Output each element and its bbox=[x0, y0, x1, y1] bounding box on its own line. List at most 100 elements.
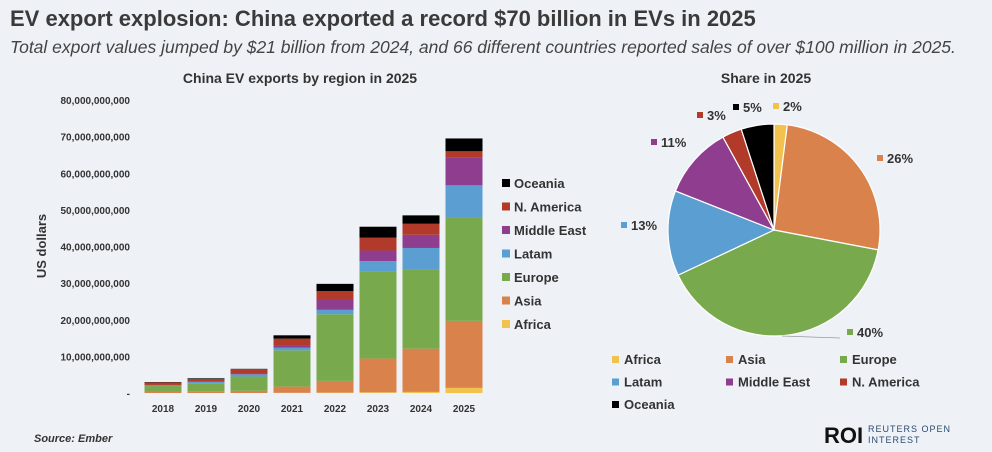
bar-segment-middle-east bbox=[273, 345, 311, 348]
pie-slice-asia bbox=[773, 124, 881, 251]
pie-legend-item-oceania: Oceania bbox=[612, 397, 675, 412]
bar-segment-europe bbox=[445, 217, 483, 321]
legend-item-oceania: Oceania bbox=[502, 176, 565, 191]
bar-segment-oceania bbox=[187, 378, 225, 380]
bar-segment-europe bbox=[230, 376, 268, 391]
roi-logo: ROI REUTERS OPEN INTEREST bbox=[824, 423, 951, 448]
logo-subtitle-1: REUTERS OPEN bbox=[868, 424, 951, 434]
bar-segment-oceania bbox=[273, 335, 311, 339]
legend-label: Africa bbox=[514, 317, 552, 332]
label-swatch bbox=[877, 155, 883, 161]
legend-label: Middle East bbox=[738, 375, 811, 390]
bar-segment-n-america bbox=[230, 369, 268, 374]
bar-segment-latam bbox=[316, 309, 354, 315]
pie-label-oceania: 5% bbox=[733, 100, 762, 115]
bar-segment-middle-east bbox=[445, 157, 483, 186]
x-tick-label: 2018 bbox=[152, 404, 175, 415]
bar-segment-n-america bbox=[273, 338, 311, 346]
bar-segment-asia bbox=[230, 390, 268, 393]
legend-label: Europe bbox=[852, 352, 897, 367]
bar-segment-middle-east bbox=[402, 234, 440, 248]
bar-segment-asia bbox=[144, 391, 182, 393]
y-tick-label: 40,000,000,000 bbox=[60, 243, 130, 254]
bar-segment-latam bbox=[187, 382, 225, 384]
pie-legend-item-asia: Asia bbox=[726, 352, 766, 367]
y-tick-label: 80,000,000,000 bbox=[60, 96, 130, 107]
bar-segment-africa bbox=[402, 391, 440, 393]
x-tick-label: 2024 bbox=[410, 404, 433, 415]
bar-segment-middle-east bbox=[187, 381, 225, 383]
pie-label-europe: 40% bbox=[847, 325, 883, 340]
pie-label-middle-east: 11% bbox=[651, 135, 687, 150]
bar-segment-asia bbox=[445, 320, 483, 388]
pie-legend-item-africa: Africa bbox=[612, 352, 662, 367]
label-swatch bbox=[733, 104, 739, 110]
pie-slice-oceania bbox=[740, 123, 775, 231]
bar-segment-oceania bbox=[359, 226, 397, 238]
bar-segment-n-america bbox=[402, 223, 440, 235]
bar-stack-2020 bbox=[230, 368, 268, 393]
y-tick-label: 30,000,000,000 bbox=[60, 279, 130, 290]
pie-slice-europe bbox=[677, 229, 879, 337]
bar-segment-latam bbox=[445, 185, 483, 218]
bar-segment-latam bbox=[402, 247, 440, 270]
bar-chart-title: China EV exports by region in 2025 bbox=[183, 70, 417, 86]
legend-item-africa: Africa bbox=[502, 317, 552, 332]
x-axis-ticks: 2018 2019 2020 2021 2022 2023 2024 2025 bbox=[152, 404, 476, 415]
pie-label-n-america: 3% bbox=[697, 108, 726, 123]
pie-percent-label: 11% bbox=[661, 135, 687, 150]
leader-line bbox=[781, 335, 841, 339]
pie-chart-title: Share in 2025 bbox=[721, 70, 811, 86]
legend-swatch bbox=[502, 273, 510, 281]
pie-slices bbox=[667, 123, 881, 337]
bar-segment-middle-east bbox=[359, 250, 397, 262]
bar-segment-n-america bbox=[187, 379, 225, 382]
legend-item-middle-east: Middle East bbox=[502, 223, 587, 238]
x-tick-label: 2020 bbox=[238, 404, 261, 415]
x-tick-label: 2023 bbox=[367, 404, 390, 415]
legend-swatch bbox=[502, 226, 510, 234]
pie-label-asia: 26% bbox=[877, 151, 913, 166]
legend-label: Europe bbox=[514, 270, 559, 285]
x-tick-label: 2022 bbox=[324, 404, 347, 415]
bar-segment-oceania bbox=[402, 215, 440, 224]
pie-labels: 2% 26% 40% 13% 11% 3% 5% bbox=[621, 99, 913, 340]
pie-percent-label: 3% bbox=[707, 108, 726, 123]
x-tick-label: 2021 bbox=[281, 404, 304, 415]
legend-swatch bbox=[612, 378, 619, 386]
bar-segment-europe bbox=[402, 269, 440, 349]
pie-percent-label: 5% bbox=[743, 100, 762, 115]
pie-legend-item-n-america: N. America bbox=[840, 375, 920, 390]
bar-segment-n-america bbox=[445, 151, 483, 158]
bar-segment-europe bbox=[144, 386, 182, 392]
bar-stack-2019 bbox=[187, 378, 225, 393]
pie-percent-label: 40% bbox=[857, 325, 883, 340]
legend-item-latam: Latam bbox=[502, 247, 552, 262]
legend-swatch bbox=[840, 356, 847, 363]
bar-stack-2022 bbox=[316, 283, 354, 393]
x-tick-label: 2019 bbox=[195, 404, 218, 415]
x-tick-label: 2025 bbox=[453, 404, 476, 415]
bar-segment-asia bbox=[273, 386, 311, 393]
bar-legend: Oceania N. America Middle East Latam Europe A… bbox=[502, 176, 587, 332]
legend-label: Latam bbox=[624, 375, 662, 390]
legend-label: Asia bbox=[514, 294, 542, 309]
page-subtitle: Total export values jumped by $21 billio… bbox=[10, 37, 956, 57]
legend-swatch bbox=[612, 401, 619, 408]
bar-chart: China EV exports by region in 2025 US do… bbox=[34, 70, 587, 415]
bar-segment-asia bbox=[316, 380, 354, 393]
legend-item-europe: Europe bbox=[502, 270, 559, 285]
bar-segment-latam bbox=[144, 385, 182, 387]
logo-text: ROI bbox=[824, 423, 863, 448]
legend-item-n-america: N. America bbox=[502, 200, 582, 215]
legend-label: Africa bbox=[624, 352, 662, 367]
pie-legend-item-europe: Europe bbox=[840, 352, 897, 367]
bar-segment-n-america bbox=[144, 382, 182, 385]
bar-stack-2018 bbox=[144, 382, 182, 393]
label-swatch bbox=[847, 329, 853, 335]
page-title: EV export explosion: China exported a re… bbox=[10, 6, 756, 31]
legend-swatch bbox=[612, 356, 619, 363]
bar-segment-europe bbox=[187, 383, 225, 392]
bar-segment-oceania bbox=[316, 283, 354, 292]
